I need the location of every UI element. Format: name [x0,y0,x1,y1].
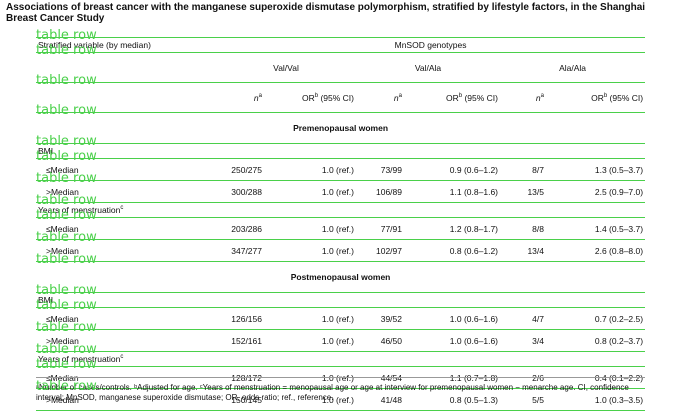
n-column-header: na [535,92,544,103]
table-cell: 126/156 [231,313,262,324]
table-cell: 347/277 [231,245,262,256]
table-row: >Median 150/145 1.0 (ref.) 41/48 0.8 (0.5–1.… [36,389,646,411]
variable-row: Years of menstruationc [36,352,646,367]
table-cell: 0.8 (0.2–3.7) [594,335,644,346]
table-cell: 1.0 (ref.) [321,335,354,346]
group-header-alaala: Ala/Ala [559,62,586,73]
section-row: Postmenopausal women [36,262,646,293]
table-cell: 1.0 (ref.) [321,313,354,324]
table-cell: 106/89 [376,186,402,197]
table-cell: 1.0 (0.3–3.5) [594,394,644,405]
table-caption: Associations of breast cancer with the m… [6,2,646,24]
table-row: ≤Median 250/275 1.0 (ref.) 73/99 0.9 (0.6–1.… [36,159,646,181]
variable-label: Years of menstruationc [38,354,124,364]
table-cell: 77/91 [380,223,402,234]
table-cell: 0.8 (0.5–1.3) [449,394,498,405]
row-label: ≤Median [46,313,79,324]
table-row: >Median 300/288 1.0 (ref.) 106/89 1.1 (0.8–1… [36,181,646,203]
table-cell: 102/97 [376,245,402,256]
n-column-header: na [253,92,262,103]
or-column-header: ORb (95% CI) [446,92,498,103]
table-cell: 2.5 (0.9–7.0) [594,186,644,197]
table-cell: 73/99 [380,164,402,175]
table-cell: 0.7 (0.2–2.5) [594,313,644,324]
n-column-header: na [393,92,402,103]
row-label: ≤Median [46,164,79,175]
table-cell: 3/4 [532,335,544,346]
table-cell: 1.0 (0.6–1.6) [449,335,498,346]
table-cell: 1.2 (0.8–1.7) [449,223,498,234]
group-header-valala: Val/Ala [414,62,442,73]
table-cell: 1.4 (0.5–3.7) [594,223,644,234]
table-cell: 46/50 [380,335,402,346]
table-cell: 8/7 [532,164,544,175]
table-cell: 203/286 [231,223,262,234]
table-cell: 1.3 (0.5–3.7) [594,164,644,175]
table-cell: 13/5 [527,186,544,197]
section-title: Premenopausal women [293,123,389,133]
table-cell: 1.0 (ref.) [321,245,354,256]
table-cell: 5/5 [532,394,544,405]
table-cell: 2.6 (0.8–8.0) [594,245,644,256]
row-label: >Median [46,394,79,405]
table-row: Val/Val Val/Ala Ala/Ala [36,53,646,83]
row-label: >Median [46,186,79,197]
table-cell: 152/161 [231,335,262,346]
table-cell: 8/8 [532,223,544,234]
variable-row: BMI [36,293,646,308]
footnote-rule [36,377,645,378]
table-cell: 41/48 [380,394,402,405]
table-cell: 1.0 (ref.) [321,394,354,405]
table-cell: 0.8 (0.6–1.2) [449,245,498,256]
section-row: Premenopausal women [36,113,646,144]
genotype-table: Stratified variable (by median) MnSOD ge… [36,37,646,411]
row-label: >Median [46,245,79,256]
table-cell: 13/4 [527,245,544,256]
table-cell: 39/52 [380,313,402,324]
table-row: ≤Median 203/286 1.0 (ref.) 77/91 1.2 (0.8–1.… [36,218,646,240]
section-title: Postmenopausal women [290,272,391,282]
table-row: ≤Median 126/156 1.0 (ref.) 39/52 1.0 (0.6–1.… [36,308,646,330]
table-cell: 0.9 (0.6–1.2) [449,164,498,175]
row-label: >Median [46,335,79,346]
table-row: >Median 152/161 1.0 (ref.) 46/50 1.0 (0.6–1.… [36,330,646,352]
variable-row: Years of menstruationc [36,203,646,218]
table-cell: 1.0 (ref.) [321,186,354,197]
variable-row: BMI [36,144,646,159]
row-label: ≤Median [46,223,79,234]
table-row: >Median 347/277 1.0 (ref.) 102/97 0.8 (0.6–1… [36,240,646,262]
table-cell: 150/145 [231,394,262,405]
group-header-valval: Val/Val [273,62,299,73]
variable-label: Years of menstruationc [38,205,124,215]
table-cell: 1.1 (0.8–1.6) [449,186,498,197]
table-cell: 250/275 [231,164,262,175]
stratified-header: Stratified variable (by median) [38,40,151,50]
table-row: na ORb (95% CI) na ORb (95% CI) na ORb (95% C… [36,83,646,113]
variable-label: BMI [38,295,54,305]
footnote: ᵃNumber of cases/controls. ᵇAdjusted for… [36,383,629,402]
table-cell: 4/7 [532,313,544,324]
genotypes-header: MnSOD genotypes [394,40,467,50]
table-cell: 1.0 (ref.) [321,223,354,234]
or-column-header: ORb (95% CI) [302,92,354,103]
table-cell: 300/288 [231,186,262,197]
table-cell: 1.0 (0.6–1.6) [449,313,498,324]
table-cell: 1.0 (ref.) [321,164,354,175]
table-row: Stratified variable (by median) MnSOD ge… [36,37,646,53]
variable-label: BMI [38,146,54,156]
or-column-header: ORb (95% CI) [591,92,644,103]
